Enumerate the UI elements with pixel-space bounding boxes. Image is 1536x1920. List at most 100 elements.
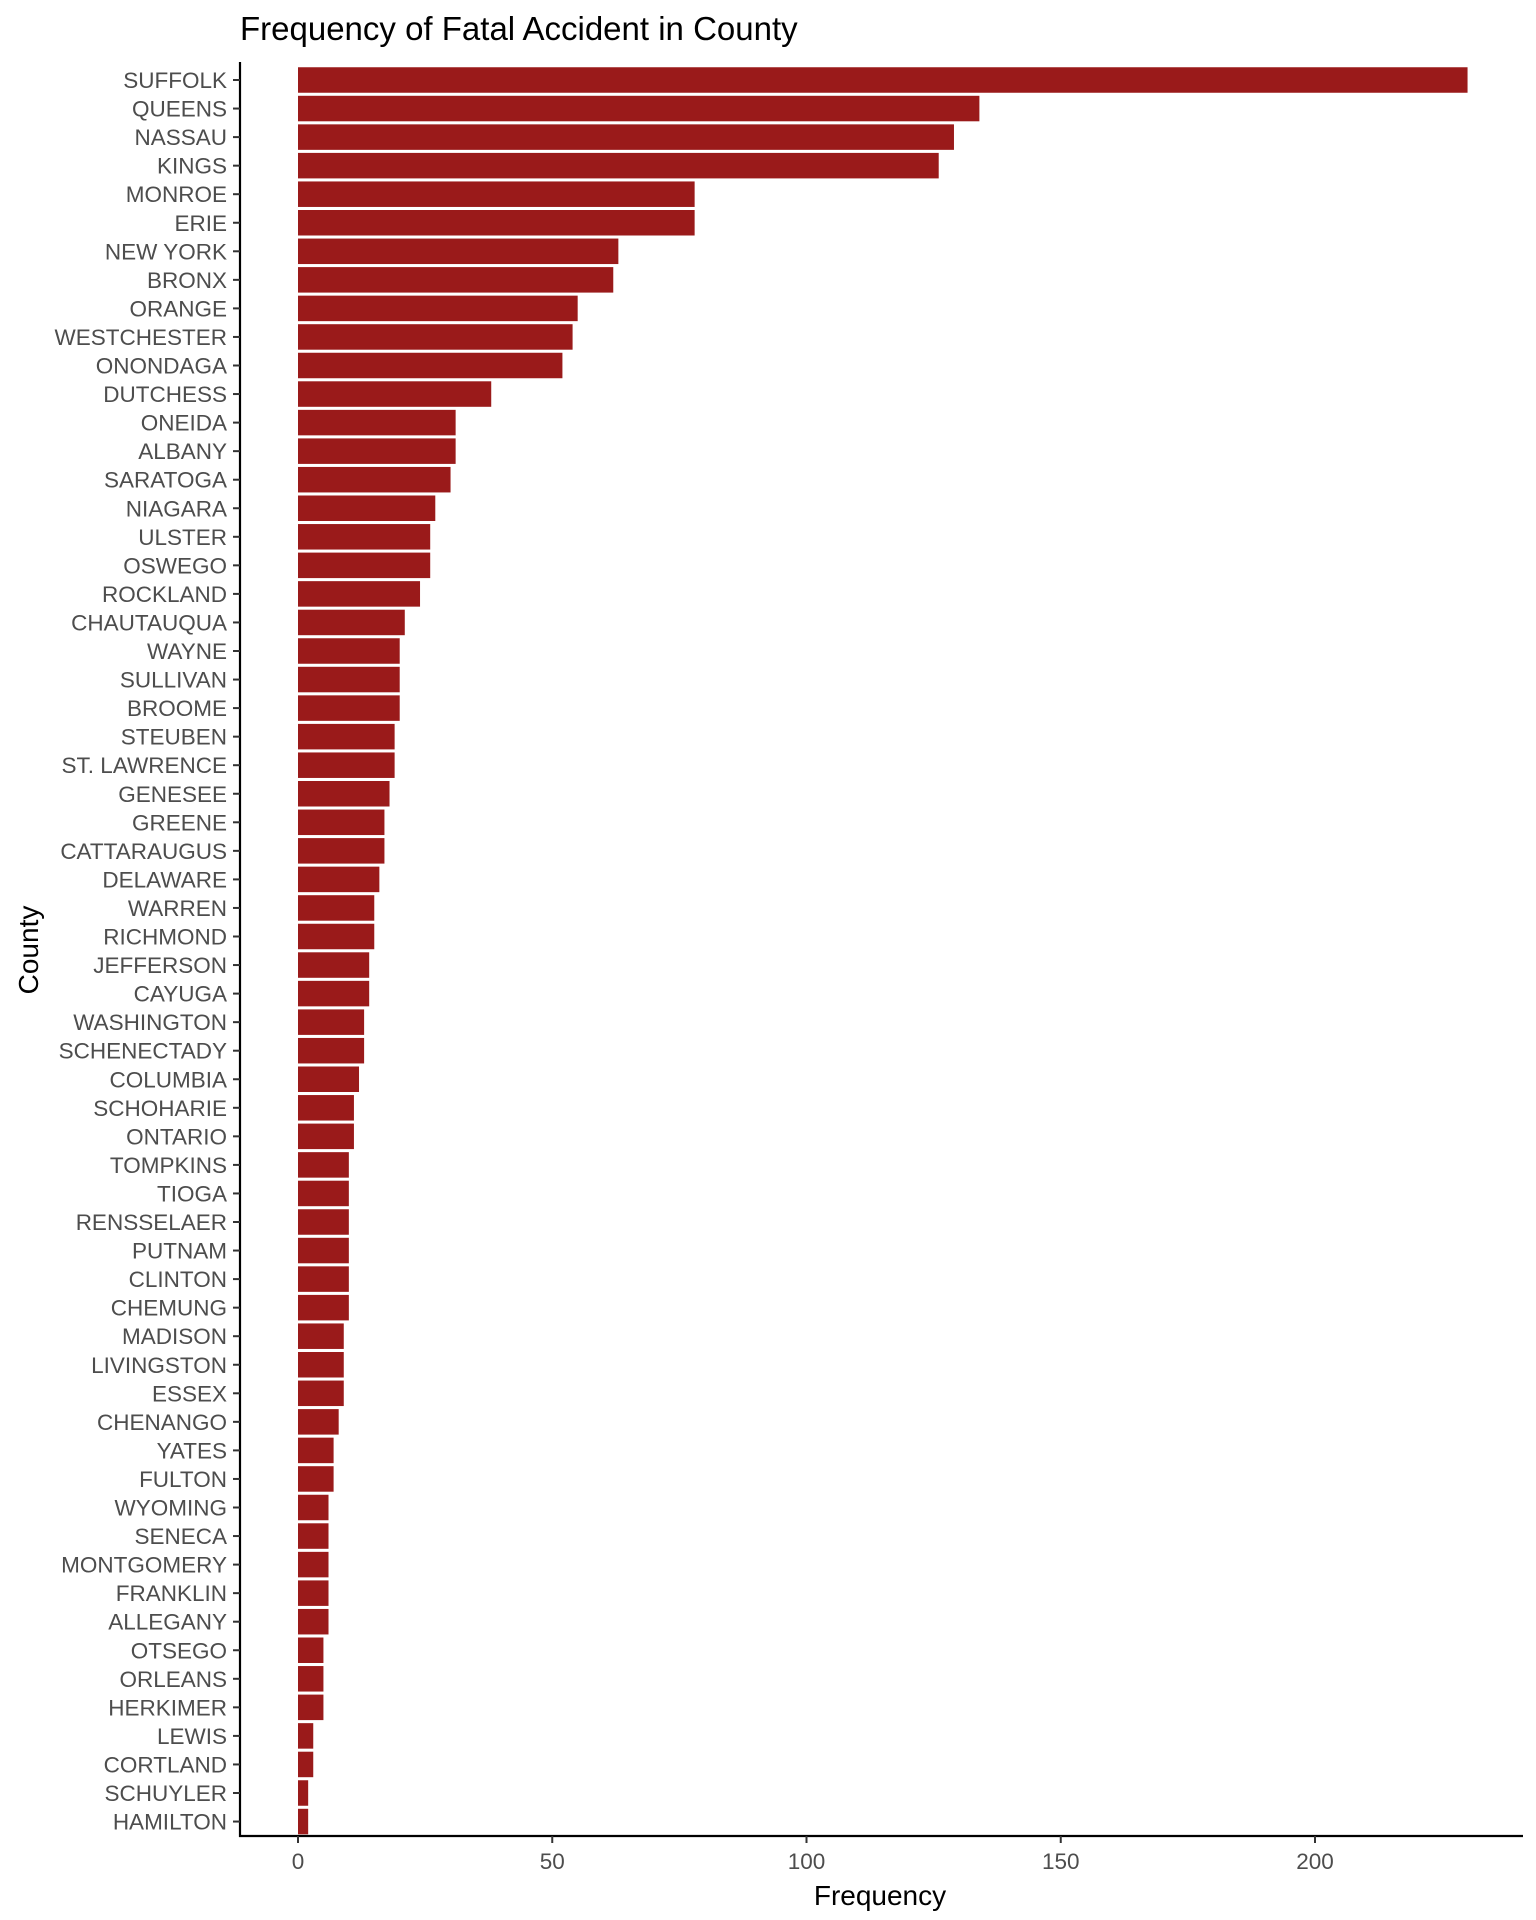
y-tick-label: CORTLAND [104, 1752, 227, 1777]
bar-chenango [298, 1409, 339, 1435]
bar-fulton [298, 1466, 334, 1492]
bar-steuben [298, 723, 395, 750]
y-tick-label: CHENANGO [97, 1410, 227, 1435]
bar-chautauqua [298, 609, 405, 636]
y-tick-label: NEW YORK [105, 239, 227, 264]
bar-columbia [298, 1066, 360, 1092]
y-tick-label: MONROE [126, 182, 227, 207]
y-tick-label: RENSSELAER [76, 1210, 227, 1235]
y-tick-label: CHAUTAUQUA [71, 610, 227, 635]
bar-franklin [298, 1580, 329, 1606]
y-tick-label: SARATOGA [104, 468, 227, 493]
x-axis-ticks: 0 50 100 150 200 [292, 1836, 1334, 1874]
y-tick-label: SCHUYLER [104, 1781, 227, 1806]
bar-tioga [298, 1180, 349, 1207]
bar-bronx [298, 267, 614, 293]
bar-genesee [298, 781, 390, 807]
bar-washington [298, 1009, 365, 1035]
y-tick-label: MONTGOMERY [61, 1553, 227, 1578]
bar-oneida [298, 409, 456, 436]
y-tick-label: WESTCHESTER [54, 325, 227, 350]
bar-chemung [298, 1294, 349, 1321]
bar-putnam [298, 1237, 349, 1264]
y-tick-label: WAYNE [147, 639, 227, 664]
bar-saratoga [298, 466, 451, 493]
bar-sullivan [298, 666, 400, 693]
bar-clinton [298, 1266, 349, 1292]
y-tick-label: FRANKLIN [116, 1581, 227, 1606]
y-tick-label: BRONX [147, 268, 227, 293]
bar-allegany [298, 1608, 329, 1635]
bar-queens [298, 95, 980, 122]
y-tick-label: ORLEANS [119, 1667, 227, 1692]
y-tick-label: SUFFOLK [123, 68, 227, 93]
y-tick-label: TOMPKINS [110, 1153, 227, 1178]
x-tick-label: 0 [292, 1849, 305, 1874]
y-tick-label: SCHOHARIE [93, 1096, 227, 1121]
bar-broome [298, 695, 400, 721]
bar-richmond [298, 923, 375, 950]
y-tick-label: RICHMOND [103, 925, 227, 950]
y-tick-label: ALBANY [138, 439, 227, 464]
bar-cattaraugus [298, 838, 385, 864]
y-tick-label: ROCKLAND [102, 582, 227, 607]
bar-rensselaer [298, 1209, 349, 1235]
bar-cortland [298, 1751, 314, 1778]
x-tick-label: 100 [788, 1849, 826, 1874]
chart-title: Frequency of Fatal Accident in County [240, 10, 798, 47]
y-tick-label: ST. LAWRENCE [62, 753, 227, 778]
y-tick-label: ONEIDA [141, 411, 227, 436]
y-tick-label: ESSEX [152, 1381, 227, 1406]
y-tick-label: ERIE [174, 211, 227, 236]
x-tick-label: 50 [540, 1849, 565, 1874]
bar-monroe [298, 181, 695, 207]
bar-livingston [298, 1352, 344, 1378]
y-tick-label: SCHENECTADY [59, 1039, 227, 1064]
y-tick-label: CHEMUNG [111, 1296, 227, 1321]
y-tick-label: ONONDAGA [96, 354, 227, 379]
y-tick-label: SENECA [134, 1524, 227, 1549]
bar-albany [298, 438, 456, 464]
bar-cayuga [298, 980, 370, 1007]
bar-kings [298, 152, 939, 179]
y-tick-label: ULSTER [138, 525, 227, 550]
bar-oswego [298, 552, 431, 579]
y-tick-label: WARREN [128, 896, 227, 921]
bar-onondaga [298, 352, 563, 379]
y-tick-label: BROOME [127, 696, 227, 721]
bar-schuyler [298, 1780, 309, 1806]
y-tick-label: NASSAU [134, 125, 227, 150]
bar-otsego [298, 1637, 324, 1663]
y-tick-label: PUTNAM [132, 1239, 227, 1264]
bar-rockland [298, 581, 421, 607]
bar-warren [298, 895, 375, 921]
y-tick-label: STEUBEN [121, 725, 227, 750]
bar-ulster [298, 524, 431, 550]
y-tick-label: ONTARIO [126, 1124, 227, 1149]
y-tick-label: WYOMING [115, 1496, 228, 1521]
bar-seneca [298, 1523, 329, 1549]
bar-wayne [298, 638, 400, 664]
bar-schoharie [298, 1095, 354, 1121]
y-tick-label: OSWEGO [123, 553, 227, 578]
y-tick-label: KINGS [157, 154, 227, 179]
bar-suffolk [298, 67, 1468, 93]
bar-orange [298, 295, 578, 322]
bar-essex [298, 1380, 344, 1407]
bar-greene [298, 809, 385, 836]
bar-delaware [298, 866, 380, 893]
y-tick-label: NIAGARA [126, 496, 227, 521]
y-tick-label: HERKIMER [108, 1695, 227, 1720]
y-axis-ticks: SUFFOLK QUEENS NASSAU KINGS MONROE ERIE NEW YO… [54, 68, 240, 1835]
bar-orleans [298, 1666, 324, 1692]
y-tick-label: QUEENS [132, 97, 227, 122]
bar-westchester [298, 324, 573, 350]
y-tick-label: DELAWARE [102, 867, 227, 892]
y-tick-label: FULTON [139, 1467, 227, 1492]
y-tick-label: YATES [157, 1438, 227, 1463]
bar-yates [298, 1437, 334, 1464]
bar-ontario [298, 1123, 354, 1150]
